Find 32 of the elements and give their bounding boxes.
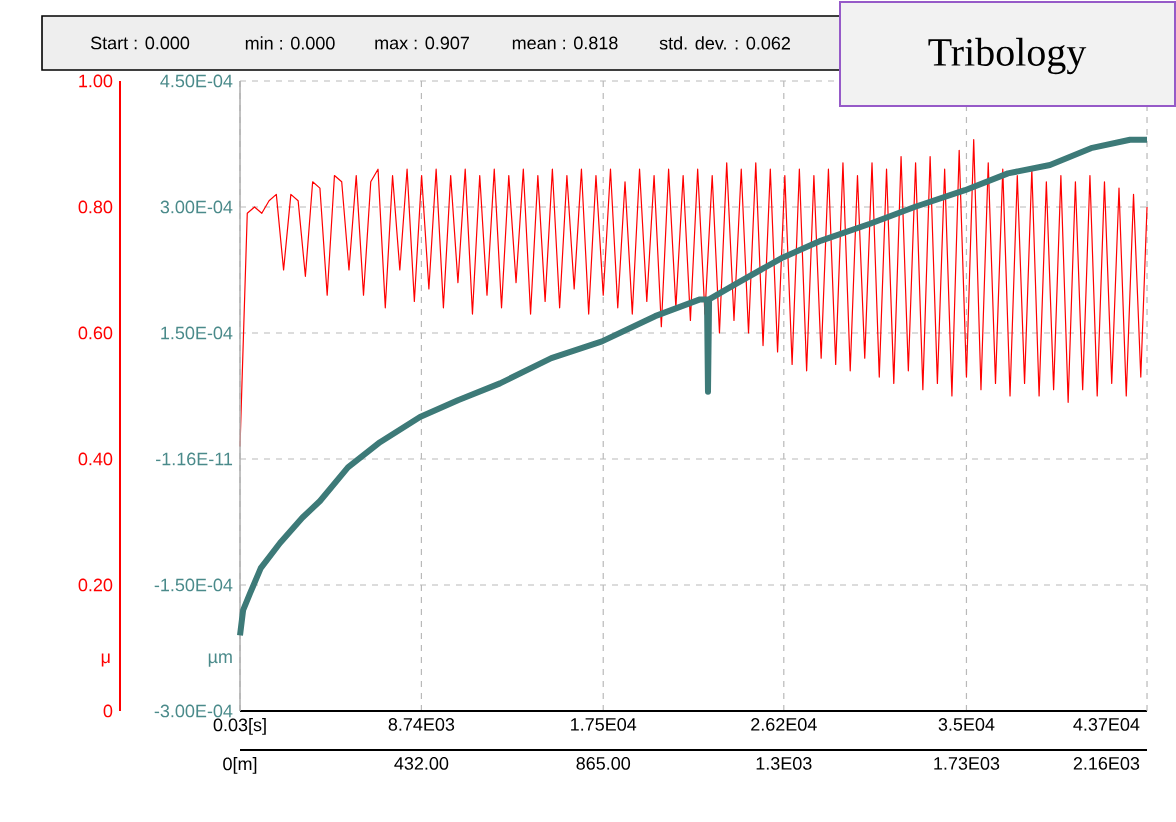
y2-tick-label: -3.00E-04 [154, 704, 233, 718]
y2-tick-label: 1.50E-04 [161, 326, 233, 340]
x2-tick-label: 2.16E03 [1073, 757, 1140, 770]
x2-tick-label: 865.00 [576, 757, 631, 770]
y-tick-label: 1.00 [79, 74, 113, 88]
x2-tick-label: 1.3E03 [756, 757, 812, 770]
y-tick-label: 0.60 [78, 326, 113, 340]
x-tick-label: 0.03[s] [213, 718, 266, 735]
y2-tick-label: 3.00E-04 [160, 200, 233, 214]
text: min : 0.000 [245, 36, 335, 50]
y2-axis-title: µm [208, 653, 232, 667]
text: std. dev. : 0.062 [659, 36, 790, 50]
y-tick-label: 0.40 [78, 452, 113, 466]
x-tick-label: 2.62E04 [751, 718, 817, 731]
y-axis-title: μ [101, 653, 110, 667]
y2-tick-label: -1.50E-04 [154, 578, 233, 592]
x2-tick-label: 0[m] [223, 757, 257, 774]
text: Start : 0.000 [90, 36, 190, 50]
x-tick-label: 8.74E03 [388, 718, 455, 731]
chart-title: Tribology [928, 37, 1087, 75]
x-tick-label: 3.5E04 [938, 718, 995, 731]
x2-tick-label: 1.73E03 [934, 757, 1000, 770]
x-tick-label: 4.37E04 [1073, 718, 1140, 731]
text: max : 0.907 [375, 36, 469, 50]
y2-tick-label: -1.16E-11 [156, 452, 233, 466]
x2-tick-label: 432.00 [394, 757, 449, 770]
x-tick-label: 1.75E04 [571, 718, 637, 731]
y2-tick-label: 4.50E-04 [160, 74, 233, 88]
text: mean : 0.818 [512, 36, 618, 50]
y-tick-label: 0 [103, 704, 113, 718]
y-tick-label: 0.20 [78, 578, 113, 592]
y-tick-label: 0.80 [78, 200, 113, 214]
